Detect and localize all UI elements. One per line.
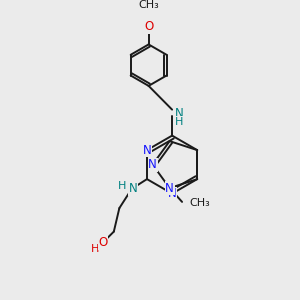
Text: H: H <box>91 244 99 254</box>
Text: CH₃: CH₃ <box>190 198 211 208</box>
Text: N: N <box>142 144 152 157</box>
Text: N: N <box>165 182 174 195</box>
Text: N: N <box>175 107 183 120</box>
Text: N: N <box>129 182 137 195</box>
Text: H: H <box>175 117 183 127</box>
Text: O: O <box>98 236 107 249</box>
Text: N: N <box>168 187 176 200</box>
Text: N: N <box>148 158 157 171</box>
Text: CH₃: CH₃ <box>138 0 159 10</box>
Text: H: H <box>118 181 126 191</box>
Text: O: O <box>144 20 153 33</box>
